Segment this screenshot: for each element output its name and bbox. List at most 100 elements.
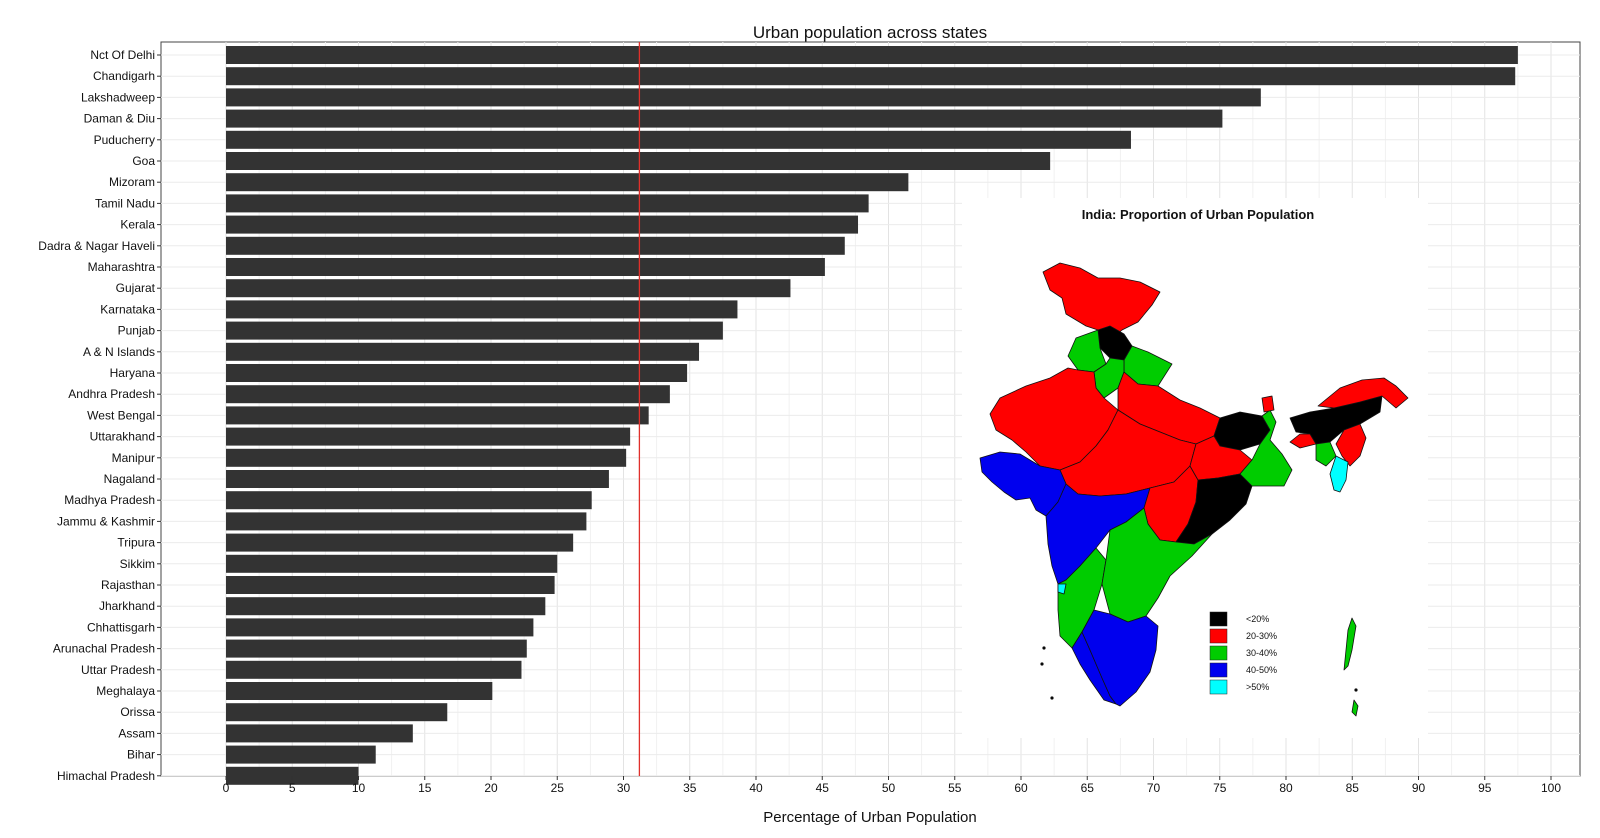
x-tick-label: 50 — [882, 781, 896, 795]
bar — [226, 279, 791, 298]
india-map — [979, 262, 1409, 717]
legend-label: 40-50% — [1246, 665, 1277, 675]
x-tick-label: 5 — [289, 781, 296, 795]
category-label: Tripura — [117, 536, 155, 550]
category-label: Punjab — [118, 324, 156, 338]
bar — [226, 130, 1131, 149]
x-axis-ticks: 0 5 10 15 20 25 30 35 40 45 50 55 60 65 70 75 80 85 90 95 10… — [223, 776, 1561, 795]
bar — [226, 766, 359, 785]
map-region-tripura — [1315, 441, 1337, 467]
map-region-west-bengal — [1239, 409, 1293, 487]
bar — [226, 258, 825, 276]
category-label: Maharashtra — [88, 260, 156, 274]
x-tick-label: 40 — [749, 781, 763, 795]
x-tick-label: 45 — [816, 781, 830, 795]
category-label: Sikkim — [120, 557, 155, 571]
x-tick-label: 25 — [551, 781, 565, 795]
category-label: Chhattisgarh — [87, 620, 155, 634]
category-label: Haryana — [110, 366, 156, 380]
map-region-andaman-nicobar — [1343, 617, 1357, 671]
category-label: Puducherry — [94, 133, 155, 147]
map-region-sikkim — [1261, 395, 1275, 413]
bar — [226, 448, 627, 467]
bar — [226, 470, 609, 488]
category-label: Uttarakhand — [90, 430, 155, 444]
x-tick-label: 85 — [1346, 781, 1360, 795]
bar — [226, 342, 700, 361]
category-label: Jammu & Kashmir — [57, 514, 155, 528]
inset-title: India: Proportion of Urban Population — [1082, 207, 1315, 222]
bar — [226, 512, 587, 531]
legend-label: >50% — [1246, 682, 1269, 692]
x-tick-label: 35 — [683, 781, 697, 795]
map-region-andhra-pradesh — [1101, 507, 1213, 623]
category-label: A & N Islands — [83, 345, 155, 359]
x-tick-label: 95 — [1478, 781, 1492, 795]
bar — [226, 364, 688, 382]
category-labels: Nct Of Delhi Chandigarh Lakshadweep Daman &… — [38, 48, 161, 783]
map-region-orissa — [1175, 473, 1253, 545]
bar — [226, 173, 909, 192]
category-label: Himachal Pradesh — [57, 769, 155, 783]
bar — [226, 406, 649, 425]
legend-swatch — [1209, 662, 1228, 678]
category-label: Andhra Pradesh — [68, 387, 155, 401]
bar — [226, 236, 845, 255]
x-tick-label: 55 — [948, 781, 962, 795]
category-label: Goa — [132, 154, 155, 168]
category-label: Tamil Nadu — [95, 196, 155, 210]
x-tick-label: 20 — [484, 781, 498, 795]
category-label: Orissa — [120, 705, 155, 719]
category-label: Meghalaya — [96, 684, 155, 698]
category-label: Jharkhand — [99, 599, 155, 613]
bar — [226, 724, 413, 743]
x-tick-label: 30 — [617, 781, 631, 795]
legend-label: 30-40% — [1246, 648, 1277, 658]
map-region-nagaland-manipur — [1335, 423, 1367, 467]
category-label: Uttar Pradesh — [81, 663, 155, 677]
bar — [226, 554, 558, 573]
category-label: Bihar — [127, 748, 155, 762]
bar — [226, 576, 555, 594]
category-label: Nagaland — [104, 472, 155, 486]
bar — [226, 88, 1261, 107]
x-axis-label: Percentage of Urban Population — [763, 809, 976, 826]
bar — [226, 597, 546, 616]
bar — [226, 745, 376, 764]
x-tick-label: 70 — [1147, 781, 1161, 795]
category-label: Nct Of Delhi — [90, 48, 155, 62]
category-label: West Bengal — [87, 408, 155, 422]
bar — [226, 385, 670, 404]
map-region-arunachal-pradesh — [1317, 377, 1409, 409]
category-label: Lakshadweep — [81, 90, 155, 104]
category-label: Rajasthan — [101, 578, 155, 592]
bar — [226, 46, 1518, 64]
bar — [226, 491, 592, 510]
map-region-jammu-kashmir — [1042, 262, 1161, 341]
bar — [226, 639, 527, 658]
category-label: Dadra & Nagar Haveli — [38, 239, 155, 253]
map-legend: <20% 20-30% 30-40% 40-50% >50% — [1209, 611, 1277, 695]
bar — [226, 215, 859, 234]
chart-title: Urban population across states — [753, 23, 987, 42]
bar — [226, 67, 1516, 86]
map-region-karnataka — [1057, 547, 1107, 649]
category-label: Mizoram — [109, 175, 155, 189]
bar — [226, 427, 631, 446]
bars — [226, 46, 1518, 785]
bar — [226, 533, 574, 552]
x-tick-label: 60 — [1014, 781, 1028, 795]
bar — [226, 321, 723, 340]
map-region-tamil-nadu — [1081, 609, 1159, 707]
category-label: Gujarat — [116, 281, 156, 295]
category-label: Chandigarh — [93, 69, 155, 83]
category-label: Karnataka — [100, 302, 155, 316]
map-region-meghalaya — [1289, 433, 1317, 449]
bar — [226, 682, 493, 700]
legend-swatch — [1209, 611, 1228, 627]
map-region-goa — [1057, 583, 1067, 595]
category-label: Daman & Diu — [84, 112, 155, 126]
x-tick-label: 90 — [1412, 781, 1426, 795]
category-label: Assam — [118, 726, 155, 740]
category-label: Madhya Pradesh — [64, 493, 155, 507]
